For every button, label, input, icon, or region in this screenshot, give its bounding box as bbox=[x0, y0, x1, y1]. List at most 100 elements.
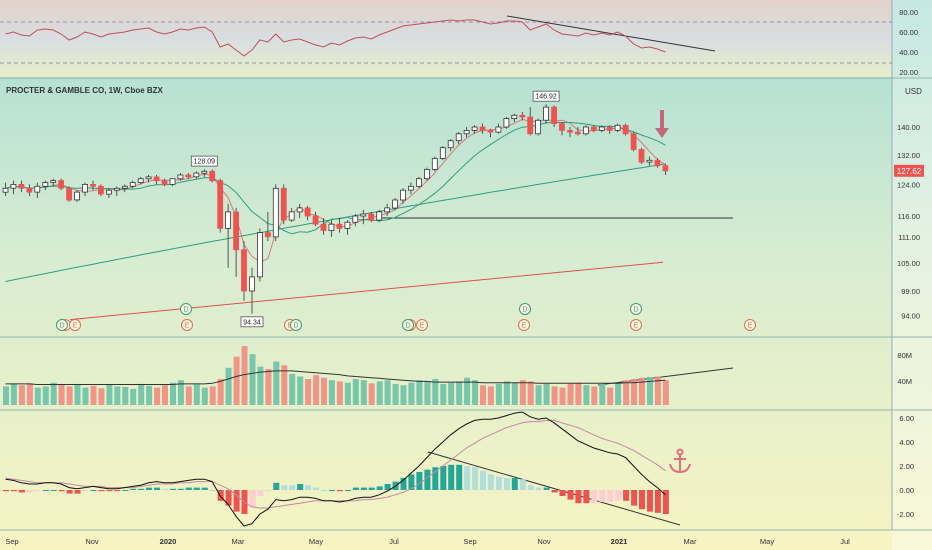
candle-body bbox=[606, 126, 613, 131]
candle-body bbox=[654, 159, 661, 167]
macd-histogram-bar bbox=[114, 490, 121, 492]
x-axis-label: Nov bbox=[537, 537, 551, 546]
macd-histogram-bar bbox=[66, 490, 73, 494]
candle-body bbox=[137, 178, 144, 183]
macd-histogram-bar bbox=[225, 490, 232, 506]
volume-bar bbox=[503, 381, 510, 405]
macd-line bbox=[5, 411, 666, 527]
macd-histogram-bar bbox=[654, 490, 661, 513]
volume-bar bbox=[368, 383, 375, 405]
candle-body bbox=[177, 174, 184, 180]
dividend-marker-label: D bbox=[522, 307, 527, 314]
candle-body bbox=[463, 129, 470, 135]
macd-histogram-bar bbox=[209, 490, 216, 491]
candle bbox=[360, 209, 367, 225]
price-tick-label: 132.00 bbox=[897, 151, 920, 160]
volume-bar bbox=[305, 379, 312, 405]
volume-bar bbox=[185, 386, 192, 405]
candle-body bbox=[233, 211, 240, 251]
candle bbox=[26, 184, 33, 196]
candle bbox=[34, 182, 41, 198]
candle bbox=[471, 125, 478, 134]
volume-bar bbox=[10, 383, 17, 405]
macd-histogram-bar bbox=[249, 490, 256, 507]
volume-average-line bbox=[5, 370, 666, 385]
macd-histogram-bar bbox=[10, 490, 17, 492]
candle bbox=[201, 169, 208, 177]
volume-bar bbox=[257, 366, 264, 405]
macd-histogram-bar bbox=[480, 470, 486, 490]
ma-200-line bbox=[69, 261, 664, 321]
volume-bar bbox=[177, 380, 184, 405]
macd-histogram-bar bbox=[122, 490, 129, 491]
candle-body bbox=[559, 123, 565, 131]
macd-histogram-bar bbox=[607, 490, 614, 502]
price-tick-label: 105.00 bbox=[897, 259, 920, 268]
candle bbox=[376, 209, 383, 223]
macd-histogram-bar bbox=[511, 478, 518, 490]
macd-histogram-bar bbox=[154, 487, 161, 490]
volume-bar bbox=[66, 386, 73, 405]
x-axis-label: Sep bbox=[5, 537, 18, 546]
candle bbox=[2, 182, 9, 196]
macd-tick-label: -2.00 bbox=[897, 510, 914, 519]
macd-histogram-bar bbox=[559, 490, 566, 496]
macd-histogram-bar bbox=[440, 466, 447, 490]
volume-bar bbox=[130, 388, 137, 405]
candle bbox=[567, 127, 573, 138]
volume-bar bbox=[50, 382, 57, 405]
marker-circle bbox=[416, 319, 428, 331]
candle bbox=[121, 184, 128, 193]
macd-histogram-bar bbox=[18, 490, 25, 493]
candle-body bbox=[368, 213, 375, 221]
candle-body bbox=[161, 180, 168, 185]
candle-body bbox=[384, 207, 391, 213]
macd-histogram-bar bbox=[408, 474, 415, 490]
candle bbox=[622, 123, 629, 136]
candle bbox=[415, 176, 422, 189]
macd-histogram-bar bbox=[487, 474, 494, 490]
candle-body bbox=[519, 114, 526, 118]
volume-bar bbox=[511, 382, 518, 405]
ma-long-line bbox=[5, 163, 666, 282]
candle bbox=[74, 190, 80, 202]
candle bbox=[392, 198, 399, 210]
volume-bar bbox=[392, 383, 399, 405]
rsi-trendline bbox=[506, 15, 716, 52]
candle bbox=[66, 186, 72, 202]
volume-bar bbox=[138, 383, 145, 405]
dividend-marker-label: D bbox=[405, 323, 410, 330]
candle-body bbox=[479, 126, 486, 131]
rsi-layer bbox=[5, 19, 666, 57]
macd-histogram-bar bbox=[519, 479, 526, 490]
candle-body bbox=[58, 180, 64, 189]
volume-bar bbox=[233, 356, 240, 405]
price-tick-label: 116.00 bbox=[898, 212, 920, 221]
x-axis-label: Sep bbox=[463, 537, 476, 546]
macd-layer bbox=[3, 411, 669, 527]
macd-histogram-bar bbox=[98, 490, 105, 492]
candle-body bbox=[320, 223, 327, 231]
macd-histogram-bar bbox=[177, 488, 184, 490]
candle-body bbox=[10, 183, 17, 189]
marker-circle bbox=[519, 303, 531, 315]
candle-body bbox=[106, 189, 112, 195]
candle bbox=[272, 184, 279, 242]
price-tick-label: 140.00 bbox=[897, 123, 920, 132]
candle bbox=[583, 125, 589, 136]
volume-bar bbox=[217, 379, 224, 405]
macd-histogram-bar bbox=[368, 487, 375, 490]
candle-body bbox=[201, 170, 208, 174]
volume-bar bbox=[639, 377, 645, 405]
candle-body bbox=[503, 118, 510, 128]
macd-histogram-bar bbox=[201, 487, 208, 490]
candle-body bbox=[622, 124, 629, 135]
volume-bar bbox=[249, 354, 256, 405]
candle bbox=[10, 180, 17, 195]
candle-body bbox=[225, 211, 232, 229]
candle-body bbox=[392, 199, 399, 209]
candle-body bbox=[249, 276, 255, 292]
x-axis-label: Jul bbox=[840, 537, 850, 546]
volume-bar bbox=[615, 382, 622, 405]
candle-body bbox=[511, 114, 518, 120]
